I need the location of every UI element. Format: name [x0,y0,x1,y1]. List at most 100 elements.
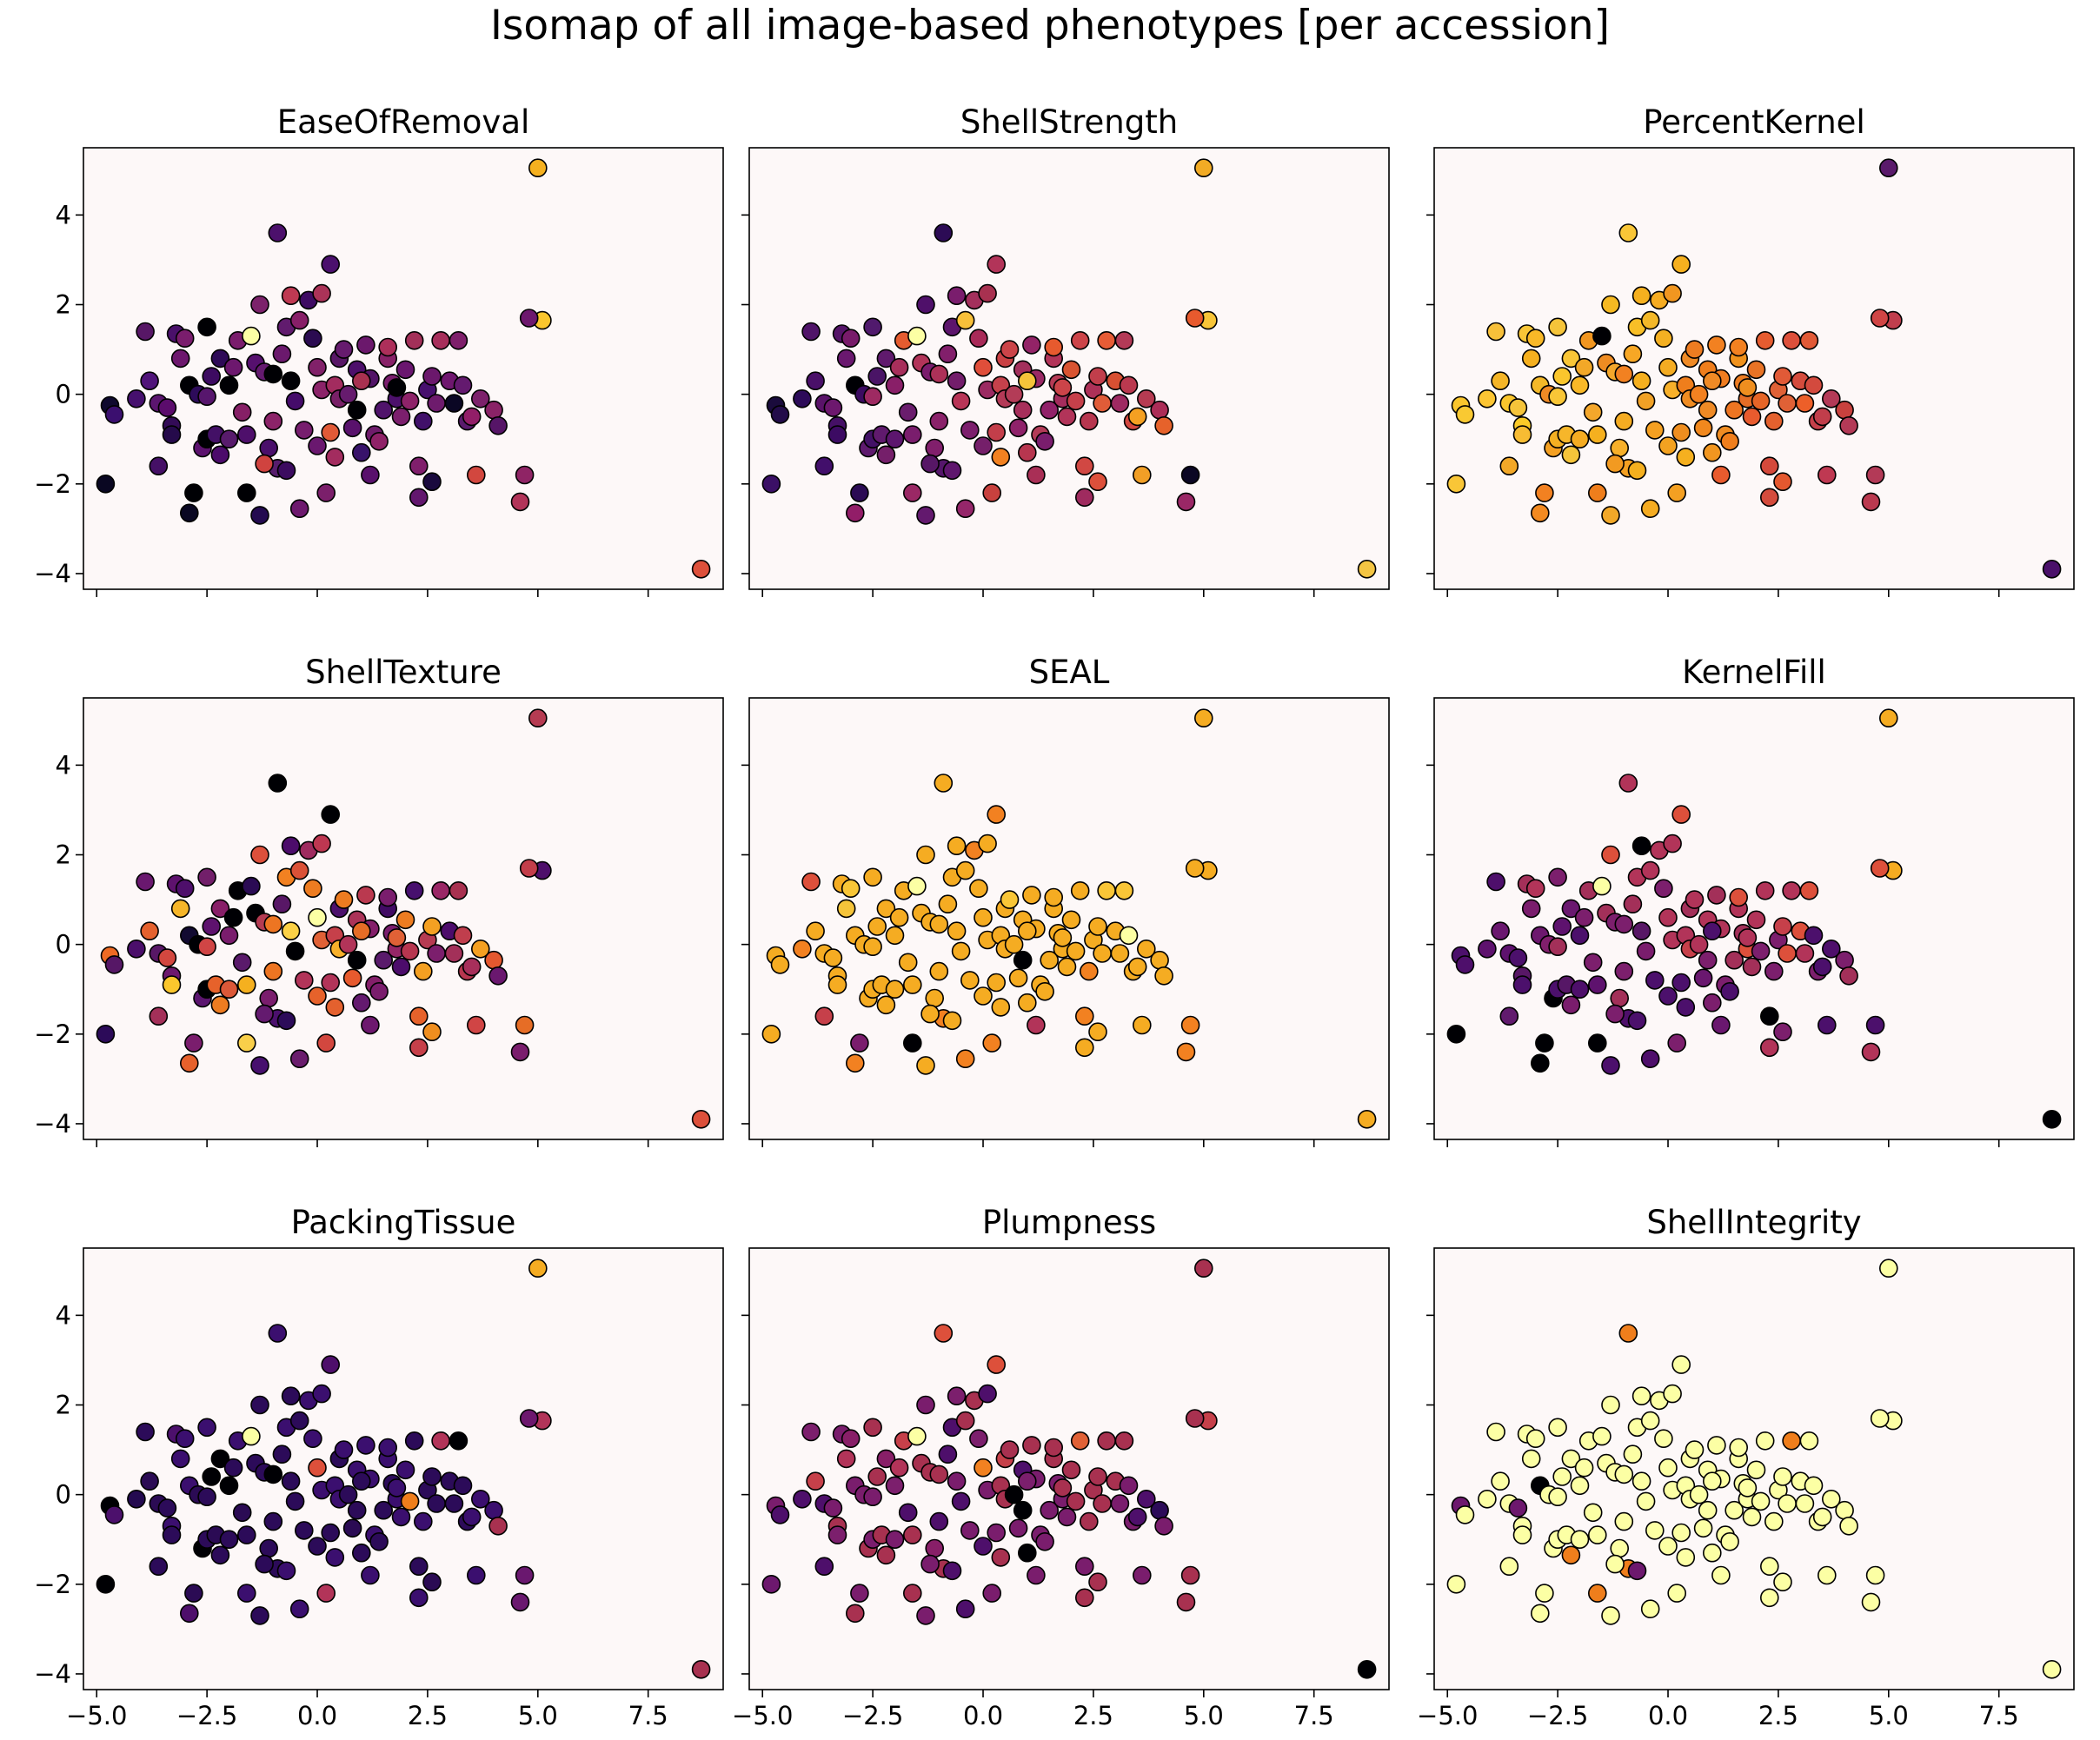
panel-seal: SEAL [741,654,1390,1147]
data-point [1746,910,1766,930]
data-point [960,971,980,990]
data-point [867,1467,887,1486]
x-tick-label: 2.5 [408,1701,448,1730]
data-point [1114,881,1134,900]
data-point [1760,1557,1779,1576]
data-point [1570,926,1590,946]
data-point [1588,425,1607,444]
data-point [378,887,398,907]
data-point [1570,1530,1590,1549]
data-point [1053,1478,1073,1498]
data-point [1053,928,1073,947]
data-point [1658,357,1678,377]
data-point [422,1572,442,1591]
data-point [814,1557,834,1576]
data-point [1583,402,1603,422]
data-point [528,158,548,177]
data-point [1795,1494,1815,1513]
data-point [488,966,508,986]
data-point [197,1487,216,1506]
axes-frame [748,1247,1390,1690]
data-point [974,986,993,1006]
data-point [1870,1409,1890,1428]
data-point [1835,950,1854,970]
data-point [1822,1490,1841,1509]
x-tick-label: −5.0 [1417,1701,1478,1730]
data-point [1357,1660,1377,1679]
data-point [219,375,239,395]
data-point [1040,950,1059,970]
data-point [528,1259,548,1278]
data-point [1645,971,1665,990]
data-point [210,1545,230,1565]
data-point [1491,371,1510,391]
data-point [484,950,503,970]
data-point [1804,926,1824,946]
data-point [422,367,442,386]
data-point [1671,1523,1691,1543]
data-point [515,1565,535,1585]
data-point [929,364,949,384]
data-point [1154,415,1173,435]
data-point [1044,1438,1063,1458]
data-point [1627,461,1647,481]
data-point [876,445,896,465]
data-point [1614,411,1634,431]
data-point [232,402,252,422]
data-point [1703,921,1722,940]
data-point [1057,407,1077,427]
data-point [1707,1436,1726,1455]
data-point [395,360,415,380]
data-point [1022,886,1041,905]
data-point [236,1525,256,1544]
data-point [691,1110,711,1129]
data-point [197,937,216,956]
data-point [316,1033,336,1053]
data-point [1618,1324,1638,1343]
data-point [184,1584,203,1603]
data-point [1561,1449,1581,1469]
data-point [202,917,221,936]
data-point [1525,329,1545,349]
data-point [1570,429,1590,449]
data-point [876,1449,896,1469]
data-point [1075,456,1094,476]
x-tick-label: 7.5 [1294,1701,1334,1730]
data-point [987,1355,1006,1374]
data-point [1618,223,1638,242]
data-point [1818,1565,1837,1585]
data-point [1685,890,1705,909]
data-point [1693,1518,1713,1538]
data-point [1685,340,1705,359]
data-point [916,845,935,865]
data-point [1610,438,1629,458]
data-point [180,1604,199,1624]
data-point [308,907,327,927]
data-point [444,394,464,413]
data-point [1738,378,1758,397]
data-point [1561,1545,1581,1565]
data-point [1592,876,1612,896]
data-point [378,1438,398,1458]
data-point [863,1487,882,1506]
data-point [863,387,882,407]
data-point [987,805,1006,824]
data-point [1525,1429,1545,1448]
panel-title: ShellIntegrity [1646,1204,1861,1241]
data-point [916,1056,935,1075]
data-point [1552,1467,1572,1486]
data-point [1658,1537,1678,1556]
data-point [334,340,354,359]
data-point [466,465,486,485]
data-point [876,995,896,1015]
data-point [929,914,949,934]
data-point [242,1426,261,1446]
data-point [1027,1015,1046,1035]
data-point [321,422,341,442]
data-point [934,774,954,793]
data-point [1812,1507,1832,1527]
data-point [1127,407,1147,427]
data-point [268,223,288,242]
data-point [1000,340,1020,359]
data-point [1588,1033,1607,1053]
